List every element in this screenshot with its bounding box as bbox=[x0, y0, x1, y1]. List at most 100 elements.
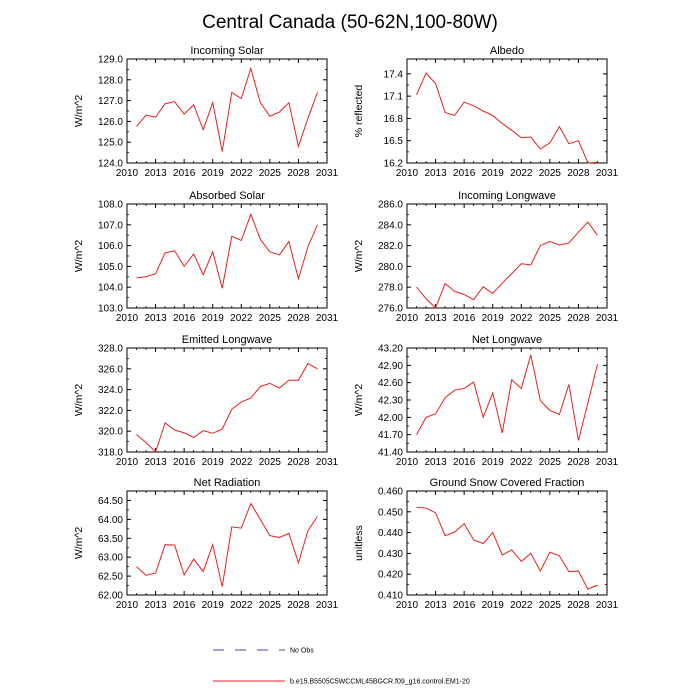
data-point bbox=[164, 422, 166, 424]
chart-title: Absorbed Solar bbox=[189, 190, 265, 202]
data-point bbox=[164, 544, 166, 546]
data-point bbox=[202, 274, 204, 276]
data-point bbox=[231, 408, 233, 410]
data-point bbox=[250, 67, 252, 69]
data-point bbox=[482, 416, 484, 418]
x-tick-label: 2028 bbox=[567, 457, 590, 468]
data-point bbox=[568, 242, 570, 244]
data-point bbox=[425, 297, 427, 299]
y-tick-label: 41.40 bbox=[378, 448, 403, 459]
data-point bbox=[212, 101, 214, 103]
data-point bbox=[307, 362, 309, 364]
data-point bbox=[173, 250, 175, 252]
data-point bbox=[259, 238, 261, 240]
legend-model-label: b.e15.B5505C5WCCML45BGCR.f09_g16.control… bbox=[290, 679, 470, 686]
y-tick-label: 41.70 bbox=[378, 430, 403, 441]
data-point bbox=[587, 402, 589, 404]
chart-ground-snow-covered-fraction: Ground Snow Covered Fraction unitless 2010… bbox=[353, 477, 619, 611]
y-axis-title: unitless bbox=[353, 525, 365, 561]
data-point bbox=[307, 117, 309, 119]
data-point bbox=[549, 240, 551, 242]
x-tick-label: 2013 bbox=[424, 313, 447, 324]
data-point bbox=[145, 114, 147, 116]
data-point bbox=[307, 530, 309, 532]
data-point bbox=[596, 161, 598, 163]
data-point bbox=[212, 251, 214, 253]
data-point bbox=[297, 278, 299, 280]
data-point bbox=[250, 397, 252, 399]
x-tick-label: 2025 bbox=[539, 168, 562, 179]
y-tick-label: 42.60 bbox=[378, 378, 403, 389]
x-tick-label: 2025 bbox=[539, 600, 562, 611]
data-point bbox=[596, 584, 598, 586]
x-tick-label: 2010 bbox=[396, 313, 419, 324]
data-point bbox=[587, 221, 589, 223]
data-point bbox=[492, 531, 494, 533]
data-point bbox=[145, 276, 147, 278]
data-point bbox=[269, 115, 271, 117]
data-point bbox=[221, 585, 223, 587]
x-tick-label: 2025 bbox=[539, 313, 562, 324]
x-tick-label: 2016 bbox=[453, 313, 476, 324]
data-point bbox=[231, 91, 233, 93]
data-point bbox=[231, 235, 233, 237]
data-point bbox=[297, 145, 299, 147]
data-point bbox=[250, 502, 252, 504]
plot-frame bbox=[126, 347, 328, 453]
plot-frame bbox=[126, 490, 328, 596]
x-tick-label: 2019 bbox=[482, 600, 505, 611]
x-tick-label: 2025 bbox=[259, 313, 282, 324]
data-point bbox=[288, 101, 290, 103]
y-tick-label: 322.0 bbox=[98, 406, 123, 417]
x-tick-label: 2025 bbox=[259, 168, 282, 179]
y-tick-label: 64.50 bbox=[98, 496, 123, 507]
data-point bbox=[164, 103, 166, 105]
x-tick-label: 2019 bbox=[482, 457, 505, 468]
data-point bbox=[444, 396, 446, 398]
data-point bbox=[240, 239, 242, 241]
data-point bbox=[549, 551, 551, 553]
x-tick-label: 2028 bbox=[567, 168, 590, 179]
data-point bbox=[415, 506, 417, 508]
plot-frame bbox=[406, 203, 608, 309]
data-point bbox=[316, 224, 318, 226]
y-tick-label: 326.0 bbox=[98, 364, 123, 375]
data-point bbox=[202, 429, 204, 431]
data-point bbox=[511, 129, 513, 131]
x-tick-label: 2031 bbox=[316, 168, 339, 179]
data-point bbox=[316, 515, 318, 517]
x-tick-label: 2022 bbox=[230, 457, 253, 468]
x-tick-label: 2022 bbox=[230, 313, 253, 324]
data-point bbox=[539, 244, 541, 246]
x-tick-label: 2031 bbox=[316, 313, 339, 324]
x-tick-label: 2028 bbox=[287, 457, 310, 468]
x-tick-label: 2019 bbox=[202, 457, 225, 468]
data-point bbox=[472, 105, 474, 107]
data-point bbox=[453, 290, 455, 292]
data-point bbox=[492, 114, 494, 116]
data-point bbox=[520, 137, 522, 139]
data-point bbox=[269, 382, 271, 384]
data-point bbox=[259, 518, 261, 520]
data-point bbox=[278, 254, 280, 256]
x-tick-label: 2031 bbox=[316, 457, 339, 468]
y-tick-label: 62.50 bbox=[98, 572, 123, 583]
data-point bbox=[183, 113, 185, 115]
x-tick-label: 2016 bbox=[173, 313, 196, 324]
data-point bbox=[192, 558, 194, 560]
x-tick-label: 2010 bbox=[116, 457, 139, 468]
y-tick-label: 104.0 bbox=[98, 283, 123, 294]
data-point bbox=[250, 213, 252, 215]
data-point bbox=[596, 363, 598, 365]
data-point bbox=[259, 101, 261, 103]
x-tick-label: 2016 bbox=[453, 168, 476, 179]
y-axis-title: W/m^2 bbox=[353, 240, 365, 273]
y-tick-label: 107.0 bbox=[98, 220, 123, 231]
y-tick-label: 0.440 bbox=[378, 528, 403, 539]
data-point bbox=[231, 526, 233, 528]
data-point bbox=[530, 552, 532, 554]
data-point bbox=[297, 379, 299, 381]
data-point bbox=[154, 451, 156, 453]
data-point bbox=[520, 387, 522, 389]
data-point bbox=[501, 432, 503, 434]
